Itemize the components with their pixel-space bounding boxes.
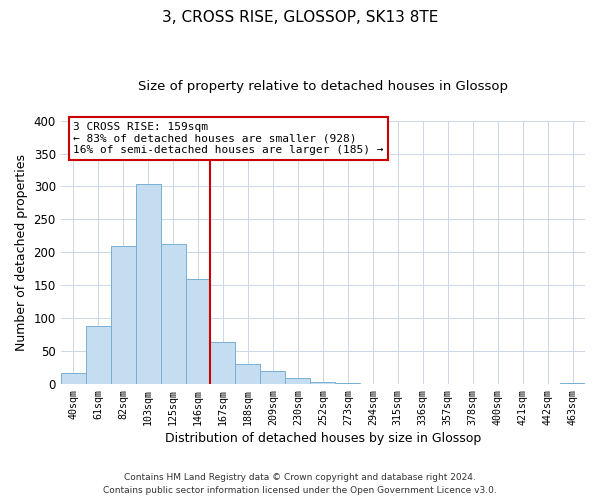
Title: Size of property relative to detached houses in Glossop: Size of property relative to detached ho… [138, 80, 508, 93]
Bar [86, 326, 110, 384]
Bar [310, 382, 335, 384]
Bar [61, 373, 86, 384]
Y-axis label: Number of detached properties: Number of detached properties [15, 154, 28, 351]
Bar [560, 383, 585, 384]
Text: 3, CROSS RISE, GLOSSOP, SK13 8TE: 3, CROSS RISE, GLOSSOP, SK13 8TE [162, 10, 438, 25]
Text: 3 CROSS RISE: 159sqm
← 83% of detached houses are smaller (928)
16% of semi-deta: 3 CROSS RISE: 159sqm ← 83% of detached h… [73, 122, 383, 155]
Bar [235, 364, 260, 384]
Bar [211, 342, 235, 384]
Bar [260, 371, 286, 384]
Bar [286, 378, 310, 384]
Bar [110, 246, 136, 384]
X-axis label: Distribution of detached houses by size in Glossop: Distribution of detached houses by size … [165, 432, 481, 445]
Bar [335, 383, 360, 384]
Bar [161, 244, 185, 384]
Bar [185, 278, 211, 384]
Text: Contains HM Land Registry data © Crown copyright and database right 2024.
Contai: Contains HM Land Registry data © Crown c… [103, 474, 497, 495]
Bar [136, 184, 161, 384]
